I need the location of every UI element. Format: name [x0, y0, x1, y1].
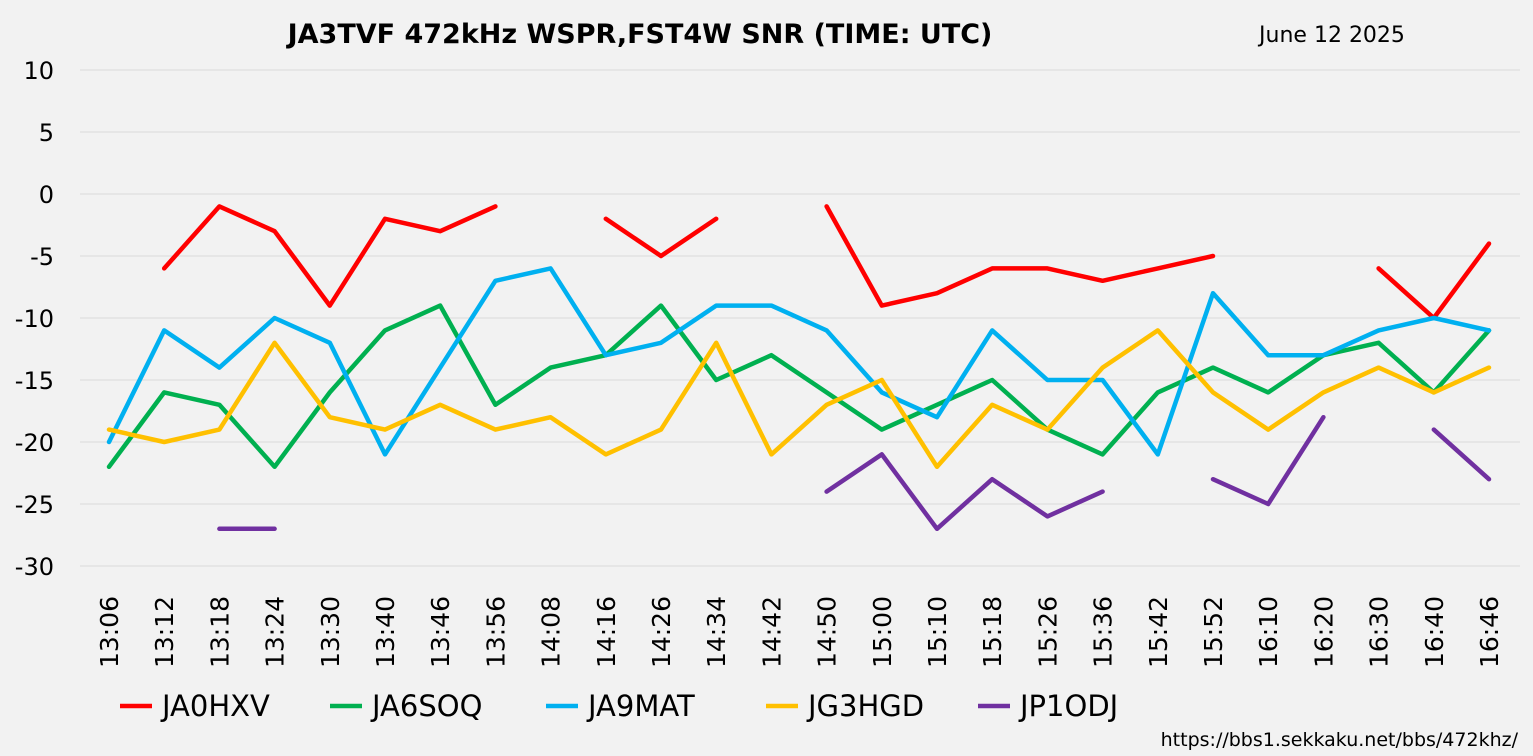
series-line — [106, 266, 1492, 457]
x-tick-label: 14:26 — [647, 596, 676, 668]
series-line — [824, 204, 1216, 308]
y-tick-label: 10 — [23, 57, 54, 85]
series-line — [1376, 241, 1492, 321]
x-tick-label: 13:06 — [95, 596, 124, 668]
x-tick-label: 16:20 — [1309, 596, 1338, 668]
series-line — [1431, 427, 1492, 482]
y-tick-label: -5 — [30, 243, 54, 271]
y-axis: 10 5 0 -5 -10 -15 -20 -25 -30 — [15, 57, 54, 581]
x-tick-label: 16:10 — [1254, 596, 1283, 668]
legend-label: JA0HXV — [160, 689, 270, 723]
x-tick-label: 16:30 — [1365, 596, 1394, 668]
legend-item-ja6soq: JA6SOQ — [330, 689, 482, 723]
series-line — [161, 204, 498, 308]
series-jp1odj — [217, 414, 1492, 532]
y-tick-label: -15 — [15, 367, 54, 395]
y-tick-label: -10 — [15, 305, 54, 333]
x-tick-label: 16:46 — [1475, 596, 1504, 668]
x-tick-label: 13:46 — [426, 596, 455, 668]
x-tick-label: 15:26 — [1033, 596, 1062, 668]
series-line — [106, 303, 1492, 470]
x-tick-label: 15:52 — [1199, 596, 1228, 668]
x-tick-label: 14:50 — [813, 596, 842, 668]
y-tick-label: 5 — [39, 119, 54, 147]
legend: JA0HXV JA6SOQ JA9MAT JG3HGD JP1ODJ — [120, 689, 1118, 723]
series-ja6soq — [106, 303, 1492, 470]
y-tick-label: 0 — [39, 181, 54, 209]
legend-item-ja0hxv: JA0HXV — [120, 689, 270, 723]
legend-label: JA6SOQ — [370, 689, 482, 723]
legend-item-ja9mat: JA9MAT — [546, 689, 695, 723]
x-tick-label: 14:34 — [702, 596, 731, 668]
legend-item-jg3hgd: JG3HGD — [766, 689, 924, 723]
x-tick-label: 13:12 — [150, 596, 179, 668]
y-tick-label: -20 — [15, 429, 54, 457]
x-tick-label: 13:18 — [205, 596, 234, 668]
x-axis: 13:06 13:12 13:18 13:24 13:30 13:40 13:46 13:56… — [95, 596, 1504, 668]
x-tick-label: 16:40 — [1420, 596, 1449, 668]
chart-date: June 12 2025 — [1257, 23, 1405, 48]
x-tick-label: 13:56 — [481, 596, 510, 668]
x-tick-label: 15:10 — [923, 596, 952, 668]
series — [106, 204, 1492, 532]
series-line — [1210, 414, 1326, 507]
series-ja9mat — [106, 266, 1492, 457]
x-tick-label: 15:00 — [868, 596, 897, 668]
series-ja0hxv — [161, 204, 1492, 321]
series-line — [824, 452, 1105, 532]
x-tick-label: 13:24 — [261, 596, 290, 668]
x-tick-label: 15:42 — [1144, 596, 1173, 668]
x-tick-label: 14:08 — [537, 596, 566, 668]
series-line — [106, 328, 1492, 470]
legend-label: JG3HGD — [806, 689, 924, 723]
legend-label: JA9MAT — [586, 689, 695, 723]
x-tick-label: 13:30 — [316, 596, 345, 668]
source-url: https://bbs1.sekkaku.net/bbs/472khz/ — [1161, 729, 1519, 751]
y-tick-label: -30 — [15, 553, 54, 581]
x-tick-label: 13:40 — [371, 596, 400, 668]
y-tick-label: -25 — [15, 491, 54, 519]
legend-label: JP1ODJ — [1018, 689, 1118, 723]
x-tick-label: 15:36 — [1089, 596, 1118, 668]
x-tick-label: 14:16 — [592, 596, 621, 668]
x-tick-label: 15:18 — [978, 596, 1007, 668]
legend-item-jp1odj: JP1ODJ — [978, 689, 1118, 723]
x-tick-label: 14:42 — [757, 596, 786, 668]
series-jg3hgd — [106, 328, 1492, 470]
chart-title: JA3TVF 472kHz WSPR,FST4W SNR (TIME: UTC) — [286, 19, 993, 50]
series-line — [603, 216, 719, 259]
